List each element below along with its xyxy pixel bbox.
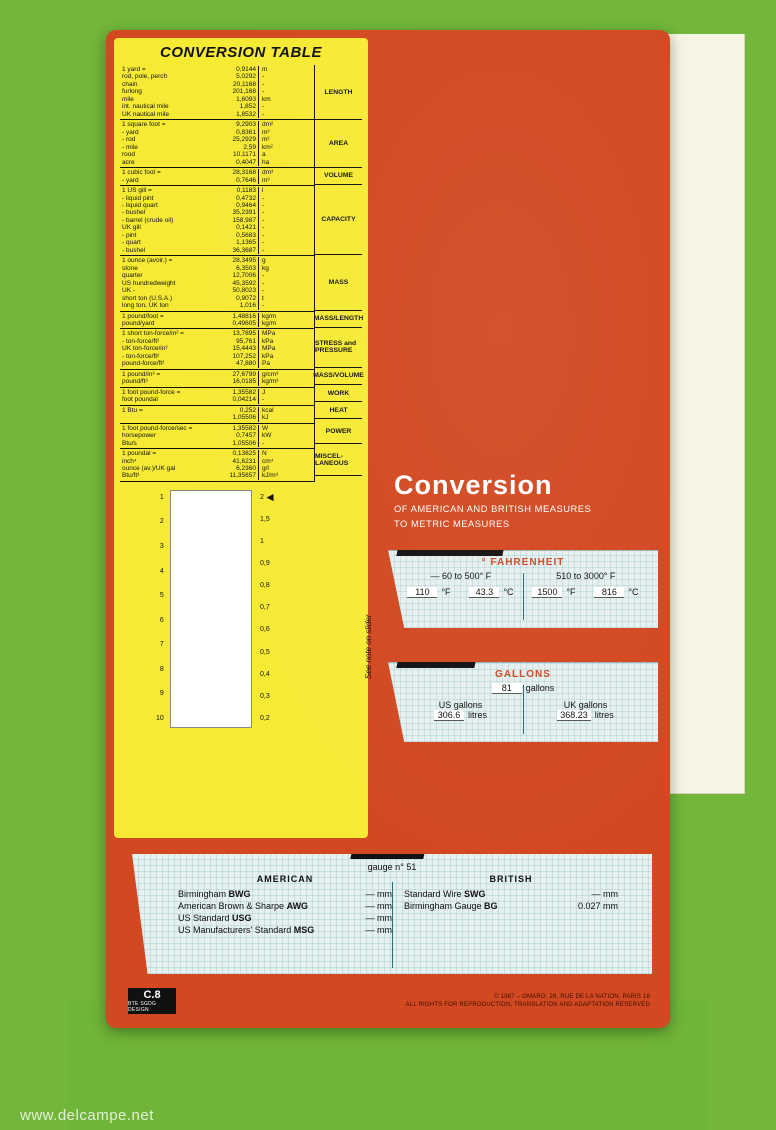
ruler-window — [170, 490, 252, 728]
conversion-categories: LENGTHAREAVOLUMECAPACITYMASSMASS/LENGTHS… — [314, 65, 362, 482]
copyright: © 1967 – OMARO, 28, RUE DE LA NATION, PA… — [406, 994, 650, 1010]
temp-right-c: 816°C — [594, 587, 638, 598]
gauges-panel: GAUGES gauge n° 51 AMERICAN Birmingham B… — [132, 854, 652, 974]
ruler-note: See note on slider — [364, 614, 373, 679]
divider — [523, 685, 524, 734]
ruler-arrow-icon: ◄ — [264, 490, 276, 504]
uk-gallons-label: UK gallons — [564, 700, 608, 710]
subtitle-line-1: OF AMERICAN AND BRITISH MEASURES — [394, 503, 654, 516]
ruler-left-scale: 12345678910 — [156, 494, 164, 722]
temperature-tab: TEMPERATURE — [396, 540, 506, 556]
main-title: Conversion — [394, 470, 654, 501]
model-code-badge: C.8 BTE SGDG DESIGN — [128, 988, 176, 1014]
divider — [523, 573, 524, 620]
temp-range-right: 510 to 3000° F — [556, 571, 615, 581]
temperature-panel: TEMPERATURE ° FAHRENHEIT — 60 to 500° F … — [388, 550, 658, 628]
slider-ruler[interactable]: 12345678910 21,510,90,80,70,60,50,40,30,… — [120, 490, 362, 730]
watermark: www.delcampe.net — [20, 1107, 154, 1124]
american-column: AMERICAN Birmingham BWG— mmAmerican Brow… — [172, 874, 398, 936]
conversion-table-panel: CONVERSION TABLE 1 yard =rod, pole, perc… — [114, 38, 368, 838]
temp-right-f: 1500°F — [532, 587, 575, 598]
conversion-rows: 1 yard =rod, pole, perchchainfurlongmile… — [120, 65, 314, 482]
capacity-tab: CAPACITY — [396, 652, 478, 668]
conversion-table-heading: CONVERSION TABLE — [120, 44, 362, 61]
subtitle-line-2: TO METRIC MEASURES — [394, 518, 654, 531]
divider — [392, 882, 393, 968]
gauges-tab: GAUGES — [350, 843, 427, 859]
temp-range-left: — 60 to 500° F — [431, 571, 492, 581]
ruler-right-scale: 21,510,90,80,70,60,50,40,30,2 — [260, 494, 270, 722]
us-gallons-label: US gallons — [439, 700, 483, 710]
temp-left-c: 43.3°C — [469, 587, 513, 598]
conversion-table-body: 1 yard =rod, pole, perchchainfurlongmile… — [120, 65, 362, 482]
conversion-card: CONVERSION TABLE 1 yard =rod, pole, perc… — [106, 30, 670, 1028]
temp-left-f: 110°F — [407, 587, 450, 598]
title-block: Conversion OF AMERICAN AND BRITISH MEASU… — [394, 470, 654, 530]
capacity-panel: CAPACITY GALLONS 81gallons US gallons 30… — [388, 662, 658, 742]
british-column: BRITISH Standard Wire SWG— mmBirmingham … — [398, 874, 624, 936]
